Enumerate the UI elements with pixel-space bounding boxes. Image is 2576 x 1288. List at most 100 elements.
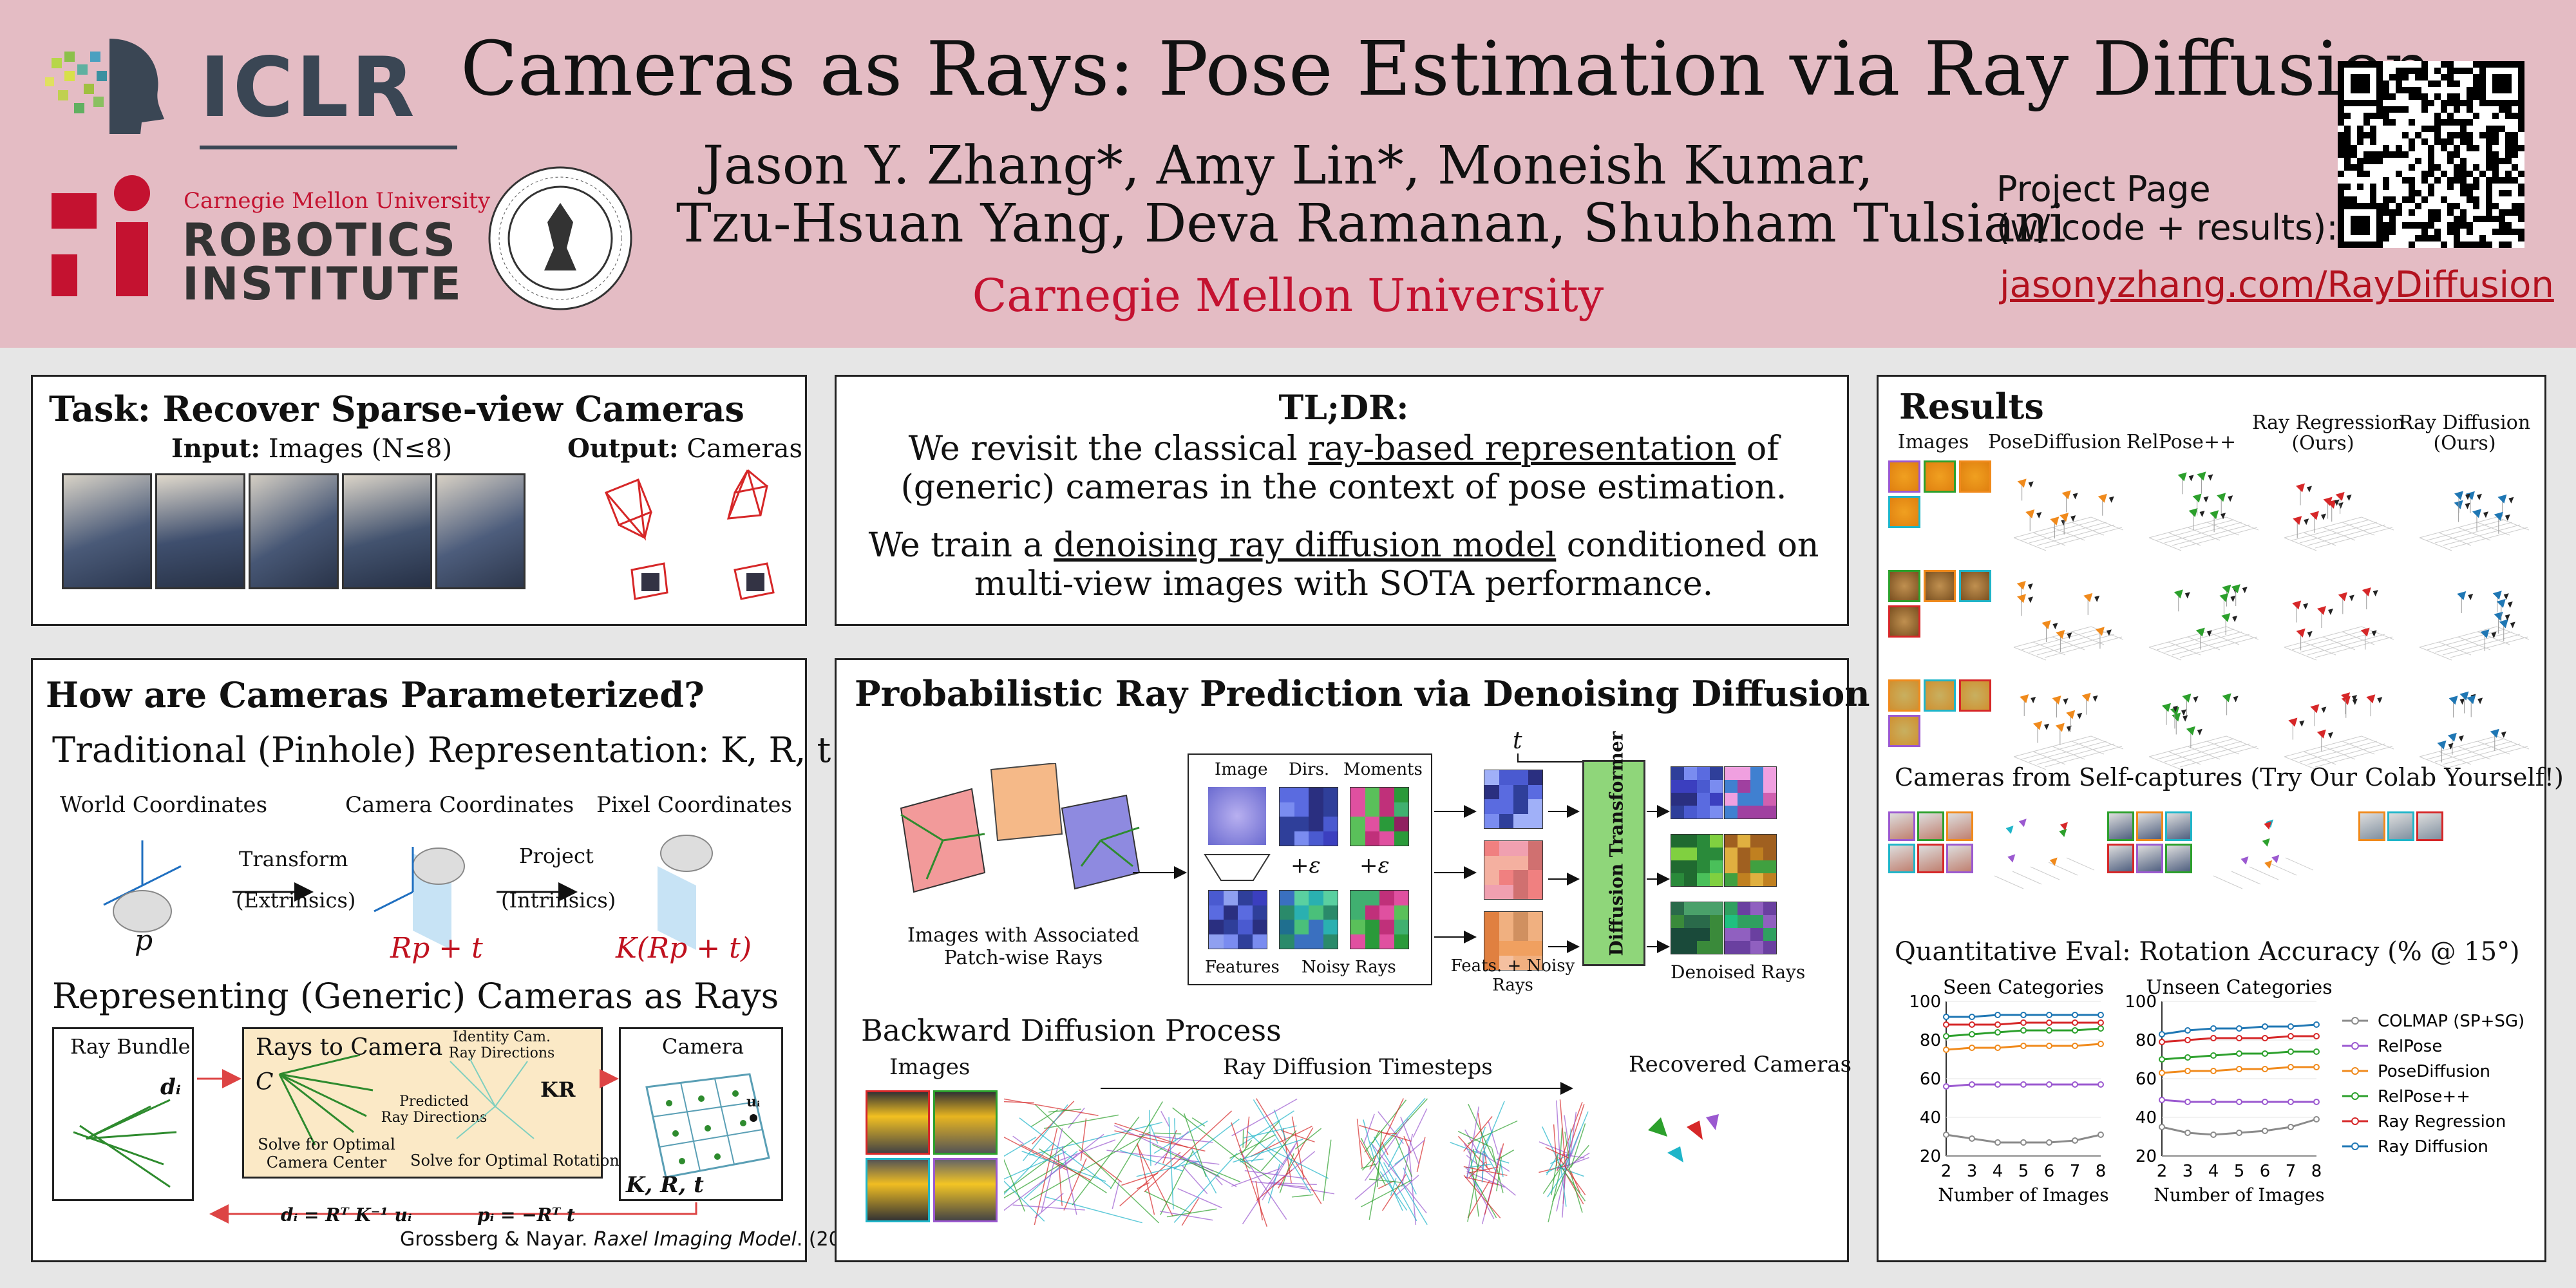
self-capture-thumb <box>1946 844 1973 873</box>
chart-data-point <box>2210 1099 2217 1105</box>
tldr-title: TL;DR: <box>1278 388 1409 428</box>
project-label: Project <box>519 844 594 868</box>
grid-cell <box>1394 817 1408 831</box>
chart-x-tick-label: 7 <box>2286 1162 2297 1181</box>
grid-cell <box>1710 835 1723 848</box>
grid-cell <box>1763 902 1776 915</box>
grid-cell <box>1309 934 1323 949</box>
chart-data-point <box>2236 1050 2242 1057</box>
chart-x-tick-label: 8 <box>2311 1162 2322 1181</box>
grid-cell <box>1763 806 1776 819</box>
grid-cell <box>1365 831 1379 846</box>
iclr-logo-text: ICLR <box>200 40 417 136</box>
t-label: t <box>1513 728 1522 754</box>
grid-cell <box>1323 920 1338 934</box>
di-label: dᵢ <box>160 1074 181 1100</box>
denoised-1a <box>1671 766 1723 819</box>
identity-cam-1: Identity Cam. <box>453 1029 551 1045</box>
stack-orange <box>1484 911 1543 971</box>
col-rayreg-2: (Ours) <box>2291 432 2354 455</box>
chart-data-point <box>2262 1023 2268 1030</box>
grid-cell <box>1763 928 1776 941</box>
grid-cell <box>1710 902 1723 915</box>
tldr-l3c: conditioned on <box>1556 526 1819 565</box>
grid-cell <box>1750 873 1763 886</box>
chart-data-point <box>2046 1012 2052 1018</box>
diffusion-transformer-label: Diffusion Transformer <box>1606 732 1627 956</box>
chart-x-tick-label: 3 <box>2183 1162 2193 1181</box>
qr-code[interactable] <box>2338 61 2524 248</box>
result-camera-plot <box>2419 691 2529 770</box>
chart-data-point <box>2236 1130 2242 1136</box>
tldr-line-4: multi-view images with SOTA performance. <box>974 565 1714 603</box>
grid-cell <box>1738 793 1750 806</box>
grid-cell <box>1763 780 1776 793</box>
self-capture-thumb <box>2416 811 2443 841</box>
grid-cell <box>1528 841 1542 856</box>
self-capture-thumb <box>2165 811 2192 841</box>
project-page-label-2: (w/ code + results): <box>1996 207 2338 248</box>
result-thumbnail <box>1888 679 1920 712</box>
col-rayreg-1: Ray Regression <box>2252 412 2405 434</box>
chart-data-point <box>2020 1043 2027 1049</box>
images-assoc-2: Patch-wise Rays <box>943 947 1103 969</box>
grid-cell <box>1209 891 1224 905</box>
grid-cell <box>1725 860 1738 873</box>
grid-cell <box>1238 891 1253 905</box>
grid-cell <box>1280 831 1294 846</box>
grid-cell <box>1710 767 1723 780</box>
chart-data-point <box>2098 1132 2104 1138</box>
grid-cell <box>1710 941 1723 954</box>
result-camera-plot <box>2148 471 2259 551</box>
grid-cell <box>1684 941 1697 954</box>
grid-cell <box>1350 920 1365 934</box>
grid-cell <box>1750 860 1763 873</box>
grid-cell <box>1294 788 1309 802</box>
grid-cell <box>1513 884 1528 899</box>
grid-cell <box>1684 835 1697 848</box>
result-thumbnail <box>1959 460 1991 493</box>
denoised-3a <box>1671 902 1723 954</box>
chart-data-point <box>1994 1029 2001 1036</box>
grid-cell <box>1697 835 1710 848</box>
chart-data-point <box>2262 1050 2268 1057</box>
chart-data-point <box>2072 1012 2078 1018</box>
grid-cell <box>1394 891 1408 905</box>
krt-label: K, R, t <box>626 1172 704 1198</box>
recovered-label: Recovered Cameras <box>1629 1052 1852 1077</box>
c-label: C <box>256 1069 274 1095</box>
grid-cell <box>1513 813 1528 828</box>
chart-title: Seen Categories <box>1943 976 2104 999</box>
ray-return-arrow <box>209 1202 697 1224</box>
cmu-small-text: Carnegie Mellon University <box>184 188 491 214</box>
grid-cell <box>1725 780 1738 793</box>
grid-cell <box>1394 802 1408 817</box>
grid-cell <box>1294 891 1309 905</box>
predicted-2: Ray Directions <box>381 1110 488 1126</box>
prob-title: Probabilistic Ray Prediction via Denoisi… <box>855 673 1870 714</box>
grid-cell <box>1294 817 1309 831</box>
grid-cell <box>1499 926 1513 941</box>
grid-cell <box>1697 941 1710 954</box>
camera-grid <box>645 1073 770 1179</box>
output-cameras-illustration <box>605 469 775 600</box>
grid-cell <box>1499 813 1513 828</box>
hydrant-image-1 <box>866 1090 930 1155</box>
grid-cell <box>1750 793 1763 806</box>
chart-title: Unseen Categories <box>2146 976 2332 999</box>
chart-y-tick-label: 40 <box>2136 1108 2157 1128</box>
self-capture-plot <box>2213 819 2313 889</box>
grid-cell <box>1499 855 1513 870</box>
project-url-link[interactable]: jasonyzhang.com/RayDiffusion <box>2000 264 2554 306</box>
grid-cell <box>1528 855 1542 870</box>
solve-center-1: Solve for Optimal <box>258 1135 395 1153</box>
grid-cell <box>1209 905 1224 920</box>
ray-bundle-lines <box>73 1099 177 1188</box>
grid-cell <box>1750 902 1763 915</box>
result-camera-plot <box>2013 478 2123 551</box>
result-camera-plot <box>2013 581 2123 661</box>
chart-data-point <box>2236 1099 2242 1105</box>
chart-data-point <box>1994 1021 2001 1028</box>
tldr-l1c: of <box>1736 430 1779 468</box>
legend-entry: Ray Diffusion <box>2378 1137 2488 1157</box>
